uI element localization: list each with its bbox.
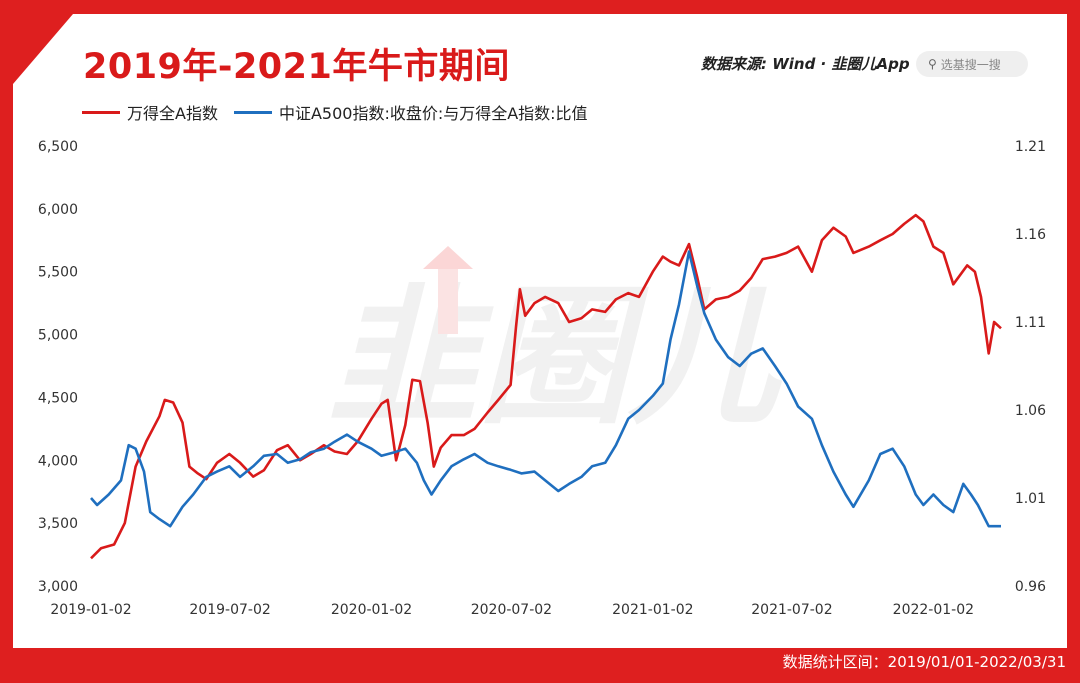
legend-label-right: 中证A500指数:收盘价:与万得全A指数:比值 (278, 104, 588, 123)
y-right-tick-label: 1.16 (1015, 227, 1046, 243)
y-left-tick-label: 6,000 (38, 202, 78, 218)
x-tick-label: 2021-01-02 (612, 602, 693, 618)
y-left-tick-label: 4,000 (38, 453, 78, 469)
series-line-wind-all-a (90, 213, 1002, 560)
y-left-tick-label: 3,000 (38, 579, 78, 595)
legend-label-left: 万得全A指数 (127, 104, 218, 123)
watermark-arrow-shaft (438, 264, 458, 334)
stat-range-footer: 数据统计区间：2019/01/01-2022/03/31 (782, 653, 1066, 671)
y-left-tick-label: 3,500 (38, 516, 78, 532)
x-tick-label: 2020-07-02 (471, 602, 552, 618)
y-axis-right: 0.96 1.01 1.06 1.11 1.16 1.21 (1015, 139, 1046, 595)
x-tick-label: 2020-01-02 (331, 602, 412, 618)
watermark-arrow-head (423, 246, 473, 269)
x-axis: 2019-01-02 2019-07-02 2020-01-02 2020-07-02… (50, 602, 974, 618)
corner-flag (13, 14, 73, 84)
legend-swatch-blue (233, 110, 272, 114)
y-right-tick-label: 1.06 (1015, 403, 1046, 419)
series-line-a500-ratio (90, 250, 1001, 528)
search-icon: ⚲ (928, 57, 937, 71)
y-axis-left: 3,000 3,500 4,000 4,500 5,000 5,500 6,000 6,500 (38, 139, 78, 595)
plot-area (90, 213, 1002, 560)
legend-item-right: 中证A500指数:收盘价:与万得全A指数:比值 (233, 100, 588, 124)
x-tick-label: 2019-07-02 (189, 602, 270, 618)
y-left-tick-label: 6,500 (38, 139, 78, 155)
y-right-tick-label: 1.21 (1015, 139, 1046, 155)
search-box[interactable]: ⚲ 选基搜一搜 (916, 51, 1028, 77)
y-left-tick-label: 4,500 (38, 390, 78, 406)
x-tick-label: 2021-07-02 (751, 602, 832, 618)
chart-card: 2019年-2021年牛市期间 数据来源: Wind · 韭圈儿App ⚲ 选基… (13, 14, 1067, 648)
y-right-tick-label: 1.11 (1015, 315, 1046, 331)
watermark-text: 韭圈儿 (328, 271, 783, 445)
app-brand: 韭圈儿App (831, 55, 910, 73)
y-right-tick-label: 1.01 (1015, 491, 1046, 507)
legend-swatch-red (82, 110, 120, 114)
y-right-tick-label: 0.96 (1015, 579, 1046, 595)
chart-legend: 万得全A指数 中证A500指数:收盘价:与万得全A指数:比值 (82, 100, 604, 124)
x-tick-label: 2019-01-02 (50, 602, 131, 618)
source-label: 数据来源: Wind · (701, 55, 827, 73)
page-title: 2019年-2021年牛市期间 (83, 47, 510, 87)
watermark: 韭圈儿 (328, 246, 783, 445)
line-chart: 韭圈儿 3,000 3,500 4,000 4,500 5,000 5,500 6,000 6… (38, 139, 1046, 618)
search-placeholder: 选基搜一搜 (940, 57, 1001, 72)
y-left-tick-label: 5,000 (38, 328, 78, 344)
legend-item-left: 万得全A指数 (82, 100, 218, 124)
y-left-tick-label: 5,500 (38, 265, 78, 281)
x-tick-label: 2022-01-02 (893, 602, 974, 618)
data-source: 数据来源: Wind · 韭圈儿App (701, 53, 910, 74)
